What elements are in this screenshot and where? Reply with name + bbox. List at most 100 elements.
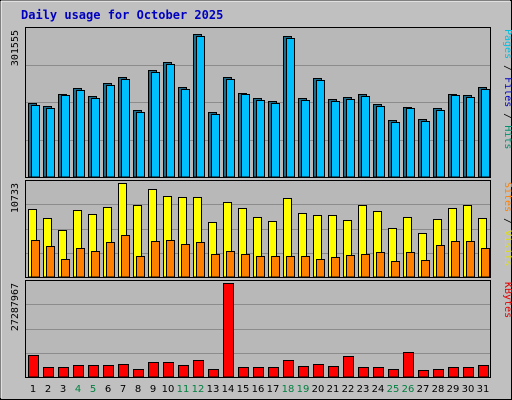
bar-files-day-5: [91, 98, 100, 178]
chart-title: Daily usage for October 2025: [21, 8, 223, 22]
bar-files-day-6: [106, 85, 115, 178]
bar-sites-day-24: [376, 252, 385, 278]
bar-kbytes-day-29: [448, 367, 459, 378]
bar-kbytes-day-15: [238, 367, 249, 378]
bar-kbytes-day-9: [148, 362, 159, 378]
legend-separator: /: [502, 107, 512, 125]
bar-files-day-10: [166, 64, 175, 178]
bar-files-day-29: [451, 95, 460, 178]
bar-sites-day-28: [436, 245, 445, 278]
bar-sites-day-10: [166, 240, 175, 278]
bar-kbytes-day-6: [103, 365, 114, 378]
bar-files-day-9: [151, 72, 160, 178]
panel-legend-labels: KBytes: [502, 282, 512, 318]
bar-files-day-7: [121, 79, 130, 178]
x-tick-label-day-14: 14: [222, 384, 235, 395]
bar-sites-day-31: [481, 248, 490, 278]
bar-kbytes-day-30: [463, 367, 474, 378]
bar-files-day-4: [76, 90, 85, 178]
panel-middle: 10733 Sites / Visits: [10, 180, 512, 278]
x-tick-label-day-26: 26: [402, 384, 415, 395]
bar-sites-day-5: [91, 251, 100, 278]
bar-sites-day-4: [76, 248, 85, 278]
chart-panels: 301555 Pages / Files / Hits 10733 Sites / V…: [10, 27, 512, 378]
legend-separator: /: [502, 59, 512, 77]
x-tick-label-day-29: 29: [447, 384, 460, 395]
bar-sites-day-1: [31, 240, 40, 278]
legend-files: Files: [502, 77, 512, 107]
bar-sites-day-2: [46, 246, 55, 278]
bar-files-day-21: [331, 101, 340, 178]
x-tick-label-day-17: 17: [267, 384, 280, 395]
bar-sites-day-25: [391, 261, 400, 278]
bar-files-day-28: [436, 110, 445, 178]
bar-kbytes-day-20: [313, 364, 324, 378]
panel-max-label: 27287967: [10, 283, 21, 331]
bar-kbytes-day-14: [223, 283, 234, 378]
x-tick-label-day-31: 31: [477, 384, 490, 395]
bar-sites-day-17: [271, 256, 280, 278]
x-tick-label-day-10: 10: [162, 384, 175, 395]
bar-files-day-13: [211, 114, 220, 178]
x-tick-label-day-3: 3: [60, 384, 66, 395]
x-tick-label-day-23: 23: [357, 384, 370, 395]
x-tick-label-day-13: 13: [207, 384, 220, 395]
x-tick-label-day-21: 21: [327, 384, 340, 395]
bar-kbytes-day-13: [208, 369, 219, 378]
bar-kbytes-day-5: [88, 365, 99, 378]
bar-files-day-3: [61, 95, 70, 178]
bar-files-day-1: [31, 105, 40, 178]
x-tick-label-day-19: 19: [297, 384, 310, 395]
bar-sites-day-14: [226, 251, 235, 278]
bar-kbytes-day-27: [418, 370, 429, 378]
bar-files-day-16: [256, 100, 265, 178]
x-tick-label-day-20: 20: [312, 384, 325, 395]
bar-sites-day-6: [106, 242, 115, 278]
x-axis-day-labels: 1 2 3 4 5 6 7 8 9 10 11 12 13 14 15 16 17 18 19 20 21 22 23 24 2…: [30, 384, 490, 395]
legend-separator: /: [502, 212, 512, 230]
x-tick-label-day-9: 9: [150, 384, 156, 395]
bar-sites-day-12: [196, 242, 205, 278]
bar-kbytes-day-26: [403, 352, 414, 378]
bar-files-day-30: [466, 97, 475, 178]
bar-kbytes-day-21: [328, 366, 339, 378]
bar-files-day-22: [346, 99, 355, 178]
bar-sites-day-21: [331, 257, 340, 278]
bar-sites-day-15: [241, 254, 250, 278]
panel-max-label: 10733: [10, 183, 21, 213]
bar-kbytes-day-4: [73, 365, 84, 378]
x-tick-label-day-16: 16: [252, 384, 265, 395]
bar-files-day-15: [241, 94, 250, 178]
bar-files-day-23: [361, 96, 370, 178]
bar-sites-day-9: [151, 241, 160, 278]
x-tick-label-day-6: 6: [105, 384, 111, 395]
legend-visits: Visits: [502, 230, 512, 266]
legend-hits: Hits: [502, 125, 512, 149]
bar-files-day-20: [316, 80, 325, 178]
bar-kbytes-day-16: [253, 367, 264, 378]
x-tick-label-day-15: 15: [237, 384, 250, 395]
x-tick-label-day-27: 27: [417, 384, 430, 395]
bar-sites-day-30: [466, 241, 475, 278]
panel-legend-labels: Pages / Files / Hits: [502, 29, 512, 149]
x-tick-label-day-11: 11: [177, 384, 190, 395]
bar-files-day-2: [46, 108, 55, 178]
bar-files-day-19: [301, 100, 310, 178]
legend-kbytes: KBytes: [502, 282, 512, 318]
bar-sites-day-22: [346, 255, 355, 278]
bar-kbytes-day-23: [358, 367, 369, 378]
bar-sites-day-16: [256, 256, 265, 278]
bar-kbytes-day-22: [343, 356, 354, 378]
x-tick-label-day-18: 18: [282, 384, 295, 395]
bar-kbytes-day-19: [298, 366, 309, 378]
x-tick-label-day-25: 25: [387, 384, 400, 395]
bar-kbytes-day-24: [373, 367, 384, 378]
bar-sites-day-13: [211, 254, 220, 278]
bar-files-day-24: [376, 106, 385, 178]
bar-files-day-26: [406, 108, 415, 178]
x-tick-label-day-5: 5: [90, 384, 96, 395]
bar-sites-day-18: [286, 256, 295, 278]
bar-files-day-17: [271, 103, 280, 178]
x-tick-label-day-24: 24: [372, 384, 385, 395]
panel-legend-labels: Sites / Visits: [502, 182, 512, 266]
